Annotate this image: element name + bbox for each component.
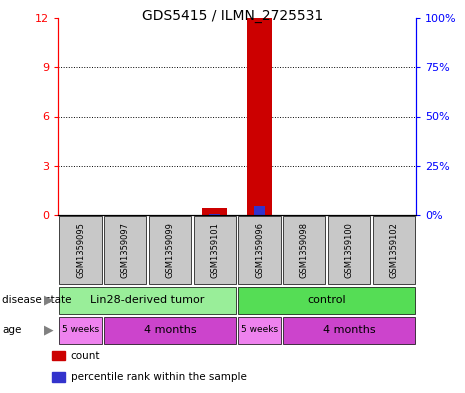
Bar: [53, 351, 66, 360]
Text: control: control: [307, 295, 346, 305]
Text: GSM1359098: GSM1359098: [300, 222, 309, 278]
Text: GSM1359097: GSM1359097: [121, 222, 130, 278]
Text: GSM1359100: GSM1359100: [345, 222, 353, 278]
Text: percentile rank within the sample: percentile rank within the sample: [71, 372, 247, 382]
Text: 4 months: 4 months: [144, 325, 196, 335]
Bar: [239, 217, 280, 284]
Text: ▶: ▶: [44, 294, 53, 307]
Bar: [53, 372, 66, 382]
Text: Lin28-derived tumor: Lin28-derived tumor: [91, 295, 205, 305]
Text: 5 weeks: 5 weeks: [241, 325, 278, 334]
Bar: [59, 316, 102, 343]
Text: ▶: ▶: [44, 323, 53, 336]
Bar: [238, 286, 415, 314]
Text: GSM1359101: GSM1359101: [210, 222, 219, 278]
Text: 5 weeks: 5 weeks: [62, 325, 99, 334]
Bar: [104, 316, 236, 343]
Text: age: age: [2, 325, 22, 335]
Bar: [59, 286, 236, 314]
Bar: [149, 217, 191, 284]
Text: disease state: disease state: [2, 295, 72, 305]
Bar: [283, 217, 326, 284]
Bar: [283, 316, 415, 343]
Bar: [194, 217, 236, 284]
Bar: [104, 217, 146, 284]
Text: GSM1359099: GSM1359099: [166, 222, 174, 278]
Text: GSM1359095: GSM1359095: [76, 222, 85, 278]
Bar: [328, 217, 370, 284]
Text: 4 months: 4 months: [323, 325, 375, 335]
Bar: [373, 217, 415, 284]
Text: count: count: [71, 351, 100, 361]
Bar: [247, 18, 272, 215]
Text: GDS5415 / ILMN_2725531: GDS5415 / ILMN_2725531: [142, 9, 323, 23]
Text: GSM1359096: GSM1359096: [255, 222, 264, 278]
Bar: [254, 206, 265, 215]
Bar: [238, 316, 281, 343]
Text: GSM1359102: GSM1359102: [389, 222, 399, 278]
Bar: [60, 217, 101, 284]
Bar: [202, 208, 227, 215]
